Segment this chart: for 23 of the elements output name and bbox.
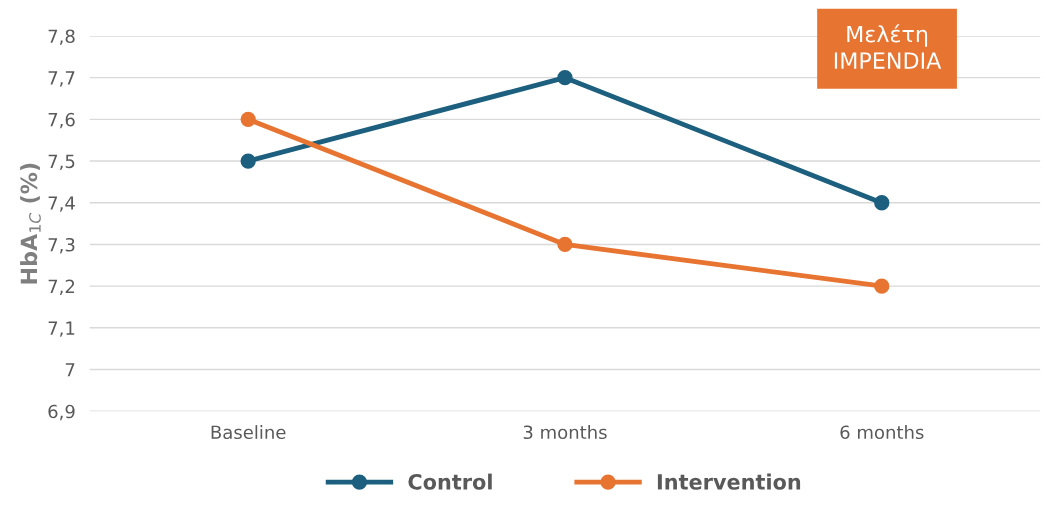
- x-tick-label: 6 months: [840, 425, 924, 440]
- legend-label: Control: [408, 473, 492, 490]
- point: [240, 153, 256, 169]
- annotation: Μελέτη IMPENDIA: [834, 24, 942, 69]
- point: [557, 70, 573, 86]
- y-tick-label: 7,2: [48, 279, 75, 296]
- y-tick-label: 7,4: [48, 196, 75, 212]
- x-tick-label: 3 months: [523, 425, 607, 440]
- y-tick-label: 7,6: [48, 112, 75, 129]
- point: [557, 236, 573, 253]
- y-tick-label: 7,7: [48, 71, 75, 87]
- y-tick-label: 7: [65, 363, 75, 377]
- point: [874, 278, 890, 294]
- y-tick-label: 7,8: [48, 29, 75, 45]
- y-tick-label: 6,9: [48, 404, 75, 421]
- point: [874, 195, 890, 211]
- y-axis-title: HbA$_{1C}$ (%): [20, 163, 41, 284]
- x-tick-label: Baseline: [211, 425, 286, 440]
- y-tick-label: 7,5: [48, 154, 75, 171]
- point: [240, 111, 256, 128]
- y-tick-label: 7,3: [48, 237, 75, 254]
- legend-label: Intervention: [657, 473, 801, 490]
- y-tick-label: 7,1: [48, 321, 75, 337]
